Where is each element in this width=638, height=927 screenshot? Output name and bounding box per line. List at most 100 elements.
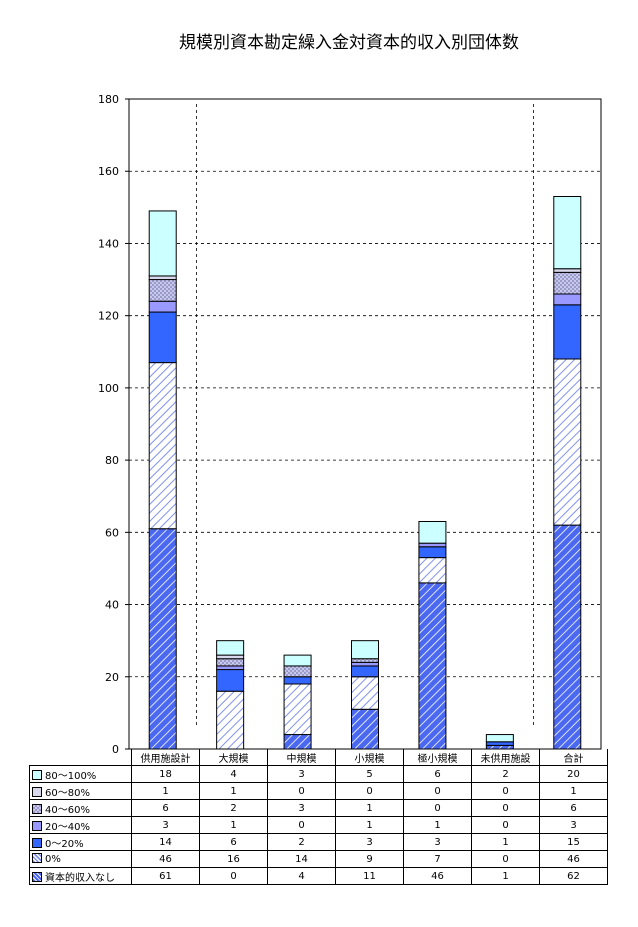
data-table-cell: 2: [267, 833, 336, 851]
data-table-cell: 2: [471, 765, 540, 783]
data-table-cell: 6: [199, 833, 268, 851]
bar-segment: [148, 311, 177, 364]
data-table-cell: 1: [335, 816, 404, 834]
data-table-cell: 14: [131, 833, 200, 851]
data-table: 供用施設計 大規模 中規模 小規模 極小規模 未供用施設 合計 80～100% 18 4 3 5 6 2 2…: [29, 749, 608, 885]
y-tick-label: 120: [98, 310, 119, 323]
data-table-cell: 1: [539, 782, 608, 800]
data-table-cell: 16: [199, 850, 268, 868]
legend-label: 資本的収入なし: [45, 872, 115, 884]
bar-segment: [553, 293, 582, 306]
chart-title: 規模別資本勘定繰入金対資本的収入別団体数: [179, 33, 519, 53]
data-table-cell: 3: [267, 765, 336, 783]
data-table-cell: 46: [131, 850, 200, 868]
category-label: 小規模: [335, 749, 404, 766]
data-table-cell: 0: [267, 816, 336, 834]
data-table-cell: 0: [403, 799, 472, 817]
bar-segment: [283, 665, 312, 678]
y-tick-label: 140: [98, 237, 119, 250]
data-table-cell: 6: [539, 799, 608, 817]
data-table-cell: 7: [403, 850, 472, 868]
bar-segment: [351, 658, 379, 663]
bar-segment: [148, 362, 177, 530]
legend-swatch: [32, 871, 42, 882]
bar-segment: [148, 279, 177, 302]
category-label: 極小規模: [403, 749, 472, 766]
bar-segment: [283, 734, 312, 750]
data-table-cell: 15: [539, 833, 608, 851]
data-table-row: 資本的収入なし 61 0 4 11 46 1 62: [29, 867, 608, 885]
bar-segment: [485, 734, 514, 743]
data-table-cell: 2: [199, 799, 268, 817]
data-table-cell: 1: [335, 799, 404, 817]
bar-segment: [553, 271, 582, 295]
bar-segment: [216, 665, 245, 671]
data-table-cell: 9: [335, 850, 404, 868]
data-table-row: 20～40% 3 1 0 1 1 0 3: [29, 816, 608, 834]
data-table-cell: 3: [335, 833, 404, 851]
y-tick-label: 80: [105, 454, 119, 467]
legend-swatch: [32, 769, 42, 780]
legend-swatch: [32, 837, 42, 848]
bar-segment: [148, 210, 177, 277]
legend-swatch: [32, 853, 42, 863]
data-table-cell: 14: [267, 850, 336, 868]
bar-segment: [148, 275, 177, 281]
data-table-cell: 3: [403, 833, 472, 851]
data-table-row: 0% 46 16 14 9 7 0 46: [29, 850, 608, 868]
legend-label: 80～100%: [45, 770, 97, 782]
category-label: 未供用施設: [471, 749, 540, 766]
data-table-cell: 3: [131, 816, 200, 834]
bar-segment: [148, 528, 177, 750]
y-tick-label: 20: [105, 671, 119, 684]
bar-segment: [553, 268, 582, 273]
bar-segment: [418, 557, 447, 584]
data-table-cell: 1: [471, 867, 540, 885]
data-table-cell: 46: [403, 867, 472, 885]
data-table-cell: 62: [539, 867, 608, 885]
data-table-cell: 0: [267, 782, 336, 800]
data-table-cell: 61: [131, 867, 200, 885]
bar-segment: [351, 640, 379, 660]
data-table-cell: 3: [539, 816, 608, 834]
bar-segment: [418, 582, 447, 750]
legend-swatch: [32, 820, 42, 831]
bar-segment: [216, 690, 245, 750]
y-tick-label: 100: [98, 382, 119, 395]
data-table-cell: 0: [471, 816, 540, 834]
legend-label: 0%: [45, 854, 61, 865]
bar-segment: [216, 658, 245, 667]
data-table-cell: 0: [403, 782, 472, 800]
data-table-cell: 1: [471, 833, 540, 851]
data-table-cell: 1: [199, 782, 268, 800]
bar-segment: [216, 669, 245, 692]
bar-segment: [283, 683, 312, 736]
data-table-cell: 0: [471, 799, 540, 817]
category-label: 中規模: [267, 749, 336, 766]
bar-segment: [553, 524, 582, 750]
y-tick-label: 40: [105, 599, 119, 612]
data-table-cell: 18: [131, 765, 200, 783]
bar-segment: [553, 304, 582, 360]
bar-segment: [351, 708, 379, 750]
data-table-cell: 5: [335, 765, 404, 783]
data-table-cell: 0: [199, 867, 268, 885]
bar-segment: [418, 546, 447, 559]
data-table-row: 80～100% 18 4 3 5 6 2 20: [29, 765, 608, 783]
legend-label: 40～60%: [45, 804, 90, 816]
data-table-cell: 6: [403, 765, 472, 783]
data-table-row: 60～80% 1 1 0 0 0 0 1: [29, 782, 608, 800]
bar-segment: [351, 665, 379, 678]
y-tick-label: 180: [98, 93, 119, 106]
data-table-cell: 1: [403, 816, 472, 834]
data-table-cell: 0: [471, 850, 540, 868]
legend-swatch: [32, 803, 42, 814]
y-tick-label: 160: [98, 165, 119, 178]
bar-segment: [418, 542, 447, 548]
bar-segment: [148, 300, 177, 313]
data-table-cell: 46: [539, 850, 608, 868]
legend-swatch: [32, 786, 42, 797]
category-label: 合計: [539, 749, 608, 766]
data-table-row: 40～60% 6 2 3 1 0 0 6: [29, 799, 608, 817]
